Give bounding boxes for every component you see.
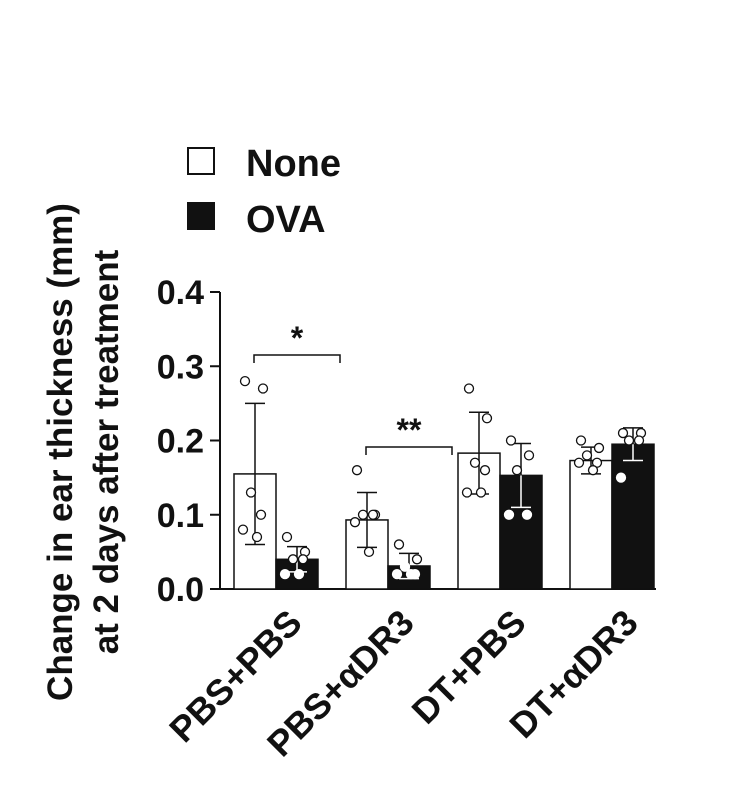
data-point: [475, 487, 487, 498]
data-point: [463, 383, 475, 394]
data-point: [593, 442, 605, 454]
data-point: [615, 472, 627, 483]
significance-bracket: [365, 446, 453, 455]
y-tick-label: 0.4: [157, 274, 204, 312]
data-point: [617, 427, 629, 439]
data-point: [363, 546, 375, 558]
bars: [233, 375, 655, 590]
data-point: [405, 569, 417, 580]
legend-swatch-ova: [187, 202, 215, 230]
data-point: [297, 554, 309, 565]
legend-swatch-none: [187, 147, 215, 175]
data-point: [411, 554, 423, 565]
data-point: [293, 569, 305, 580]
y-axis-label-line1: Change in ear thickness (mm): [41, 203, 80, 701]
data-point: [481, 413, 493, 424]
data-point: [357, 509, 369, 520]
y-tick-label: 0.1: [157, 497, 204, 535]
data-point: [367, 509, 379, 520]
y-axis-label-line2: at 2 days after treatment: [87, 249, 126, 654]
data-point: [511, 465, 523, 476]
data-point: [351, 465, 363, 476]
data-point: [623, 435, 635, 446]
data-point: [469, 457, 481, 468]
data-point: [479, 465, 491, 476]
data-point: [633, 435, 645, 446]
data-point: [461, 487, 473, 498]
legend-label-none: None: [246, 143, 341, 185]
data-point: [349, 517, 361, 528]
bar: [569, 459, 613, 590]
y-tick-label: 0.2: [157, 423, 204, 461]
significance-label: **: [397, 412, 422, 448]
data-point: [255, 509, 267, 520]
data-point: [237, 524, 249, 535]
y-tick-label: 0.0: [157, 571, 204, 609]
data-point: [287, 554, 299, 565]
data-point: [505, 435, 517, 446]
data-point: [239, 375, 251, 387]
data-point: [575, 435, 587, 446]
bar: [611, 443, 655, 590]
data-point: [279, 569, 291, 580]
data-point: [521, 509, 533, 520]
data-point: [245, 487, 257, 498]
data-point: [281, 531, 293, 543]
data-point: [391, 569, 403, 580]
legend-label-ova: OVA: [246, 199, 326, 241]
data-point: [251, 531, 263, 543]
y-tick-label: 0.3: [157, 348, 204, 386]
data-point: [587, 465, 599, 476]
data-point: [581, 450, 593, 461]
data-point: [573, 457, 585, 468]
data-point: [399, 561, 411, 572]
significance-annotations: ***: [253, 320, 453, 455]
significance-label: *: [291, 320, 304, 356]
data-point: [393, 539, 405, 550]
legend: None OVA: [187, 143, 341, 241]
significance-bracket: [253, 354, 341, 363]
data-point: [523, 450, 535, 461]
data-point: [257, 383, 269, 394]
data-point: [503, 509, 515, 520]
